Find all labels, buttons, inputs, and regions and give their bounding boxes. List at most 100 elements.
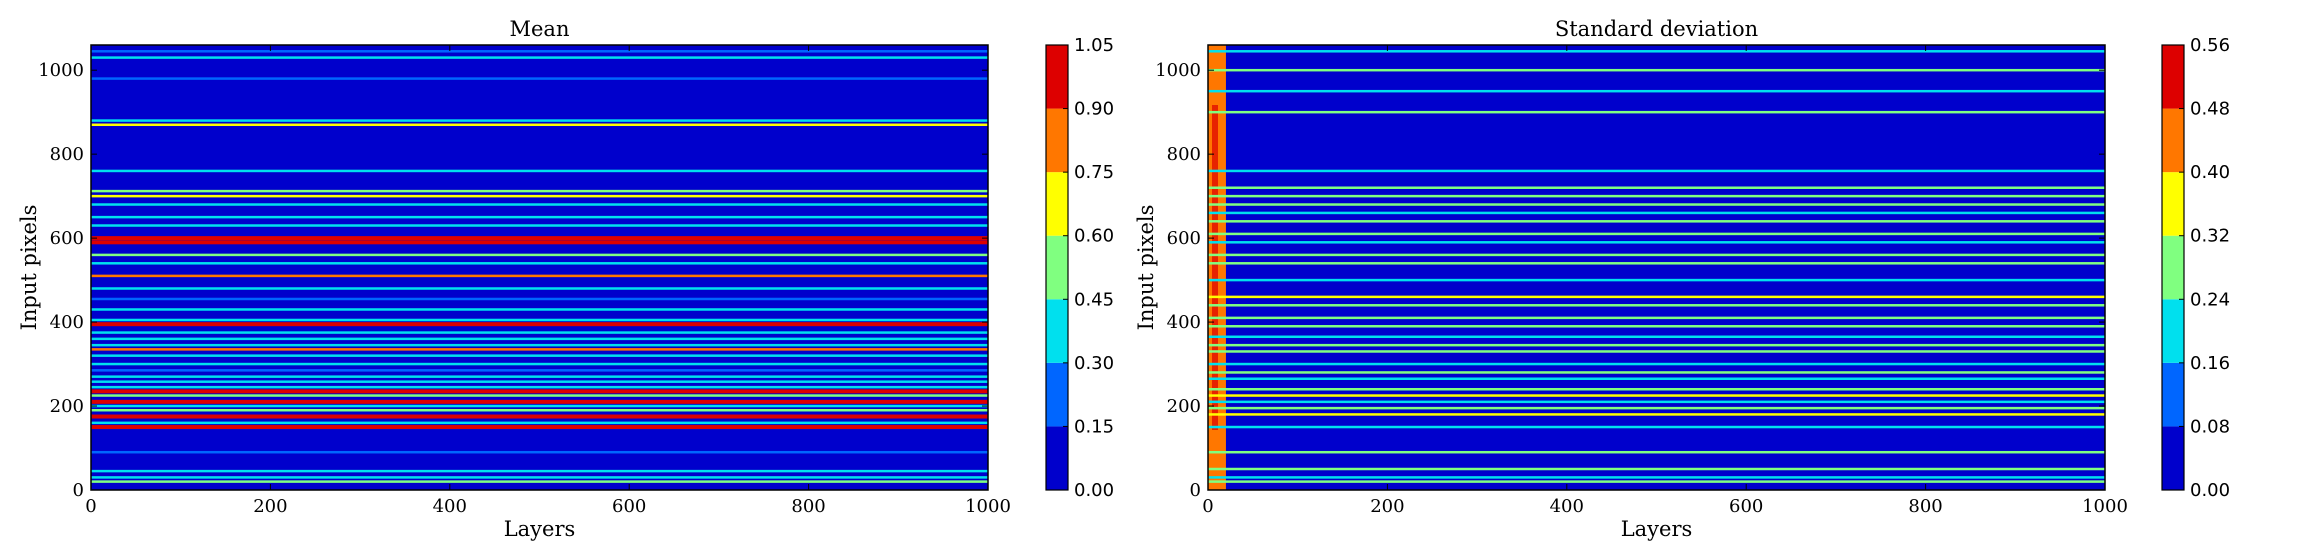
x-tick-label: 800 <box>1908 496 1942 517</box>
heatmap-row <box>91 240 988 245</box>
x-tick-label: 1000 <box>965 496 1011 517</box>
colorbar-tick-label: 0.00 <box>2190 480 2230 501</box>
mean-heatmap-panel: 0 200 400 600 800 1000 0 200 400 600 800 1000 Mean La… <box>17 17 1114 541</box>
heatmap-row <box>1208 68 2105 72</box>
heatmap-row <box>1208 387 2105 391</box>
y-tick-label: 1000 <box>38 60 84 81</box>
heatmap-row <box>1208 450 2105 454</box>
heatmap-background <box>1208 45 2105 490</box>
heatmap-row <box>91 50 988 53</box>
heatmap-row <box>1208 304 2105 307</box>
colorbar-tick-label: 0.60 <box>1074 226 1114 247</box>
heatmap-row <box>91 404 988 408</box>
heatmap-row <box>1208 480 2105 483</box>
colorbar-segment <box>2162 45 2184 109</box>
heatmap-row <box>91 297 988 301</box>
heatmap-row <box>1208 362 2105 366</box>
x-tick-label: 200 <box>1370 496 1404 517</box>
heatmap-row <box>91 77 988 80</box>
heatmap-row <box>1208 425 2105 429</box>
heatmap-row <box>91 337 988 341</box>
heatmap-row <box>1208 316 2105 320</box>
colorbar-tick-label: 0.56 <box>2190 35 2230 56</box>
heatmap-row <box>91 425 988 430</box>
heatmap-row <box>91 215 988 219</box>
heatmap-row <box>1208 413 2105 416</box>
heatmap-row <box>1208 394 2105 397</box>
plot-frame <box>1207 44 2106 491</box>
colorbar-tick-label: 0.32 <box>2190 226 2230 247</box>
heatmap-row <box>91 389 988 394</box>
y-tick-label: 200 <box>1167 396 1201 417</box>
colorbar-tick-label: 0.15 <box>1074 416 1114 437</box>
heatmap-row <box>1208 377 2105 380</box>
heatmap-row <box>91 408 988 412</box>
heatmap-row <box>91 469 988 473</box>
heatmap-row <box>91 287 988 290</box>
x-axis-label: Layers <box>504 517 576 541</box>
heatmap-row <box>1208 232 2105 236</box>
y-tick-label: 800 <box>50 144 84 165</box>
y-tick-label: 400 <box>50 312 84 333</box>
heatmap-row <box>1208 325 2105 328</box>
colorbar-tick-label: 0.30 <box>1074 353 1114 374</box>
x-tick-label: 0 <box>1202 496 1213 517</box>
heatmap-row <box>91 194 988 198</box>
heatmap-row <box>91 385 988 389</box>
colorbar-segment <box>1046 45 1068 109</box>
std-heatmap-panel: 0 200 400 600 800 1000 0 200 400 600 800 1000 Standa… <box>1134 17 2230 541</box>
chart-title: Mean <box>510 17 570 41</box>
heatmap-row <box>1208 211 2105 215</box>
y-tick-label: 200 <box>50 396 84 417</box>
colorbar-frame <box>1045 44 1069 491</box>
x-tick-label: 600 <box>1729 496 1763 517</box>
heatmap-row <box>91 253 988 257</box>
heatmap-row <box>1208 110 2105 114</box>
colorbar-tick-label: 0.08 <box>2190 416 2230 437</box>
heatmap-row <box>91 414 988 419</box>
colorbar-tick-label: 0.75 <box>1074 162 1114 183</box>
colorbar-segment <box>2162 172 2184 236</box>
colorbar-tick-label: 0.16 <box>2190 353 2230 374</box>
heatmap-row <box>1208 350 2105 353</box>
heatmap-row <box>1208 169 2105 173</box>
y-axis-label: Input pixels <box>17 205 41 331</box>
heatmap-row <box>1208 50 2105 53</box>
heatmap-row <box>91 399 988 404</box>
colorbar-segment <box>2162 299 2184 363</box>
colorbar-tick-label: 0.24 <box>2190 289 2230 310</box>
x-tick-label: 600 <box>612 496 646 517</box>
heatmap-row <box>1208 400 2105 404</box>
heatmap-row <box>91 236 988 241</box>
heatmap-row <box>1208 186 2105 189</box>
heatmap-row <box>1208 467 2105 471</box>
colorbar-segment <box>2162 426 2184 490</box>
colorbar-segment <box>1046 362 1068 427</box>
heatmap-row <box>1208 262 2105 265</box>
heatmap-row <box>91 394 988 397</box>
heatmap-row <box>1208 371 2105 374</box>
y-tick-label: 400 <box>1167 312 1201 333</box>
heatmap-row <box>1208 241 2105 244</box>
colorbar-segment <box>1046 172 1068 236</box>
heatmap-row <box>1208 335 2105 339</box>
heatmap-row <box>91 362 988 366</box>
heatmap-row <box>1208 295 2105 299</box>
heatmap-row <box>1208 220 2105 223</box>
heatmap-row <box>91 262 988 265</box>
heatmap-row <box>91 189 988 193</box>
colorbar-segment <box>1046 426 1068 490</box>
colorbar-segment <box>2162 108 2184 173</box>
y-tick-label: 0 <box>73 480 84 501</box>
x-axis-label: Layers <box>1621 517 1693 541</box>
colorbar-segment <box>2162 235 2184 300</box>
x-tick-label: 200 <box>253 496 287 517</box>
heatmap-row <box>91 343 988 347</box>
chart-title: Standard deviation <box>1555 17 1758 41</box>
x-tick-label: 400 <box>1550 496 1584 517</box>
heatmap-row <box>1208 203 2105 206</box>
colorbar-tick-label: 0.45 <box>1074 289 1114 310</box>
x-tick-label: 1000 <box>2082 496 2128 517</box>
heatmap-row <box>91 354 988 357</box>
